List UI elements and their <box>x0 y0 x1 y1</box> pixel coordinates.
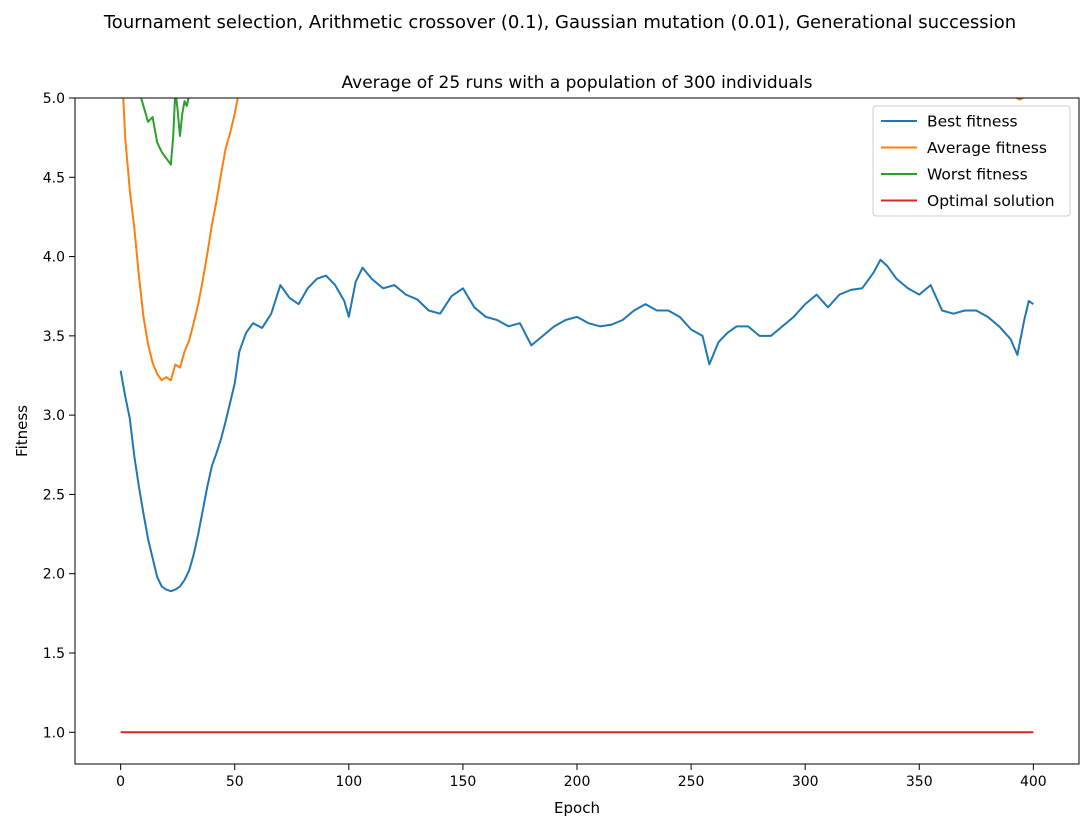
figure-suptitle: Tournament selection, Arithmetic crossov… <box>103 12 1016 33</box>
x-tick-label: 150 <box>450 774 477 790</box>
x-axis-label: Epoch <box>554 799 600 817</box>
series-layer <box>119 98 1034 734</box>
series-line-worst-fitness <box>140 98 190 166</box>
chart-title: Average of 25 runs with a population of … <box>342 73 813 93</box>
x-tick-label: 200 <box>564 774 591 790</box>
legend-label-worst-fitness: Worst fitness <box>927 166 1028 184</box>
legend: Best fitness Average fitness Worst fitness… <box>872 105 1071 217</box>
y-tick-label: 3.5 <box>43 329 65 345</box>
series-line-average-fitness-segment <box>1014 98 1025 101</box>
x-tick-label: 50 <box>226 774 244 790</box>
legend-label-average-fitness: Average fitness <box>927 139 1047 157</box>
x-tick-label: 0 <box>116 774 125 790</box>
y-axis-label: Fitness <box>13 405 31 457</box>
x-tick-label: 300 <box>792 774 819 790</box>
y-tick-label: 1.5 <box>43 646 65 662</box>
x-tick-label: 250 <box>678 774 705 790</box>
y-axis: 1.0 1.5 2.0 2.5 3.0 3.5 4.0 4.5 5.0 <box>43 91 75 741</box>
x-axis: 0 50 100 150 200 250 300 350 400 <box>116 764 1047 790</box>
series-line-best-fitness <box>119 258 1034 593</box>
y-tick-label: 4.5 <box>43 170 65 186</box>
y-tick-label: 2.5 <box>43 487 65 503</box>
series-line-average-fitness <box>122 98 239 382</box>
x-tick-label: 350 <box>906 774 933 790</box>
y-tick-label: 1.0 <box>43 725 65 741</box>
y-tick-label: 5.0 <box>43 91 65 107</box>
y-tick-label: 4.0 <box>43 250 65 266</box>
x-tick-label: 100 <box>335 774 362 790</box>
x-tick-label: 400 <box>1020 774 1047 790</box>
legend-label-best-fitness: Best fitness <box>927 113 1018 131</box>
y-tick-label: 3.0 <box>43 408 65 424</box>
legend-label-optimal-solution: Optimal solution <box>927 192 1055 210</box>
legend-box <box>872 105 1071 217</box>
y-tick-label: 2.0 <box>43 567 65 583</box>
